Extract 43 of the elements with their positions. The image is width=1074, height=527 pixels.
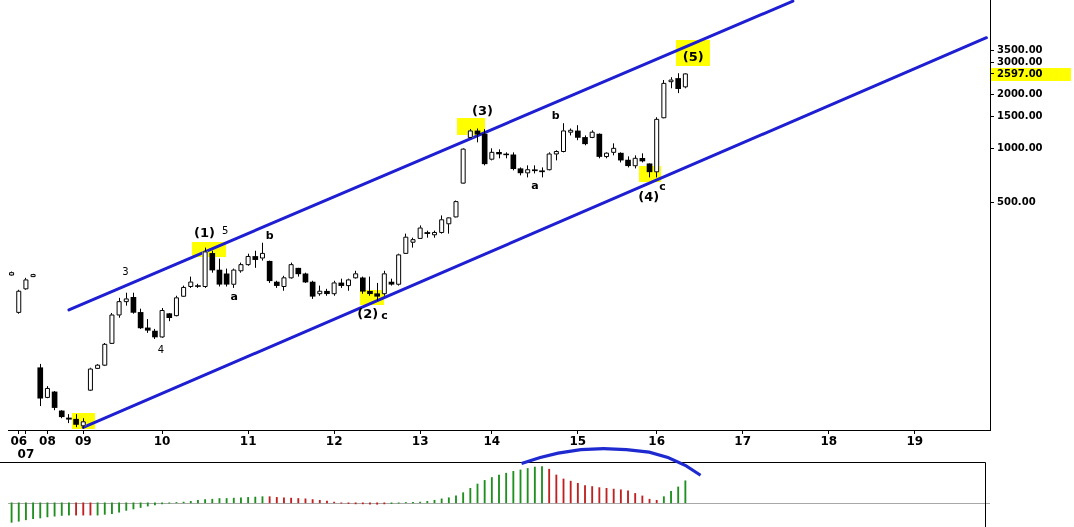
candlestick xyxy=(560,122,567,153)
candlestick xyxy=(438,214,445,235)
y-tick-label: 1500.00 xyxy=(997,110,1043,122)
x-tick-label: 15 xyxy=(569,433,587,448)
annotation: (1) xyxy=(194,225,215,241)
x-tick-label: 06 xyxy=(10,433,28,448)
annotation: b xyxy=(265,228,274,242)
y-tick-label: 1000.00 xyxy=(997,141,1043,153)
x-tick-label: 07 xyxy=(17,446,35,461)
annotation: (5) xyxy=(682,49,704,65)
candlestick xyxy=(130,292,137,315)
y-tick-label: 500.00 xyxy=(997,195,1036,207)
x-tick-label: 19 xyxy=(906,433,924,448)
x-tick-label: 09 xyxy=(74,433,92,448)
y-tick-label: 3000.00 xyxy=(997,56,1043,68)
annotation: 5 xyxy=(222,224,229,236)
candlestick xyxy=(395,253,402,287)
x-tick-label: 12 xyxy=(325,433,343,448)
x-tick-label: 17 xyxy=(734,433,752,448)
x-tick-label: 10 xyxy=(153,433,171,448)
x-tick-label: 16 xyxy=(648,433,666,448)
x-tick-label: 08 xyxy=(39,433,56,448)
annotation: 4 xyxy=(157,343,165,355)
y-tick-label: 3500.00 xyxy=(997,44,1043,56)
x-tick-label: 18 xyxy=(820,433,838,448)
candlestick xyxy=(15,289,22,315)
annotation: 3 xyxy=(122,265,129,277)
annotation: (2) xyxy=(357,306,379,322)
x-tick-label: 14 xyxy=(483,433,501,448)
annotation: (3) xyxy=(472,103,493,119)
annotation: c xyxy=(381,308,388,322)
annotation: b xyxy=(551,108,560,122)
x-tick-label: 11 xyxy=(239,433,257,448)
candlestick xyxy=(546,151,553,171)
annotation: (4) xyxy=(638,189,660,205)
candlestick xyxy=(87,367,94,392)
annotation: a xyxy=(531,178,539,192)
x-tick-label: 13 xyxy=(411,433,429,448)
y-tick-label: 2000.00 xyxy=(997,87,1043,99)
annotation: a xyxy=(230,289,238,303)
candlestick xyxy=(460,147,466,184)
y-tick-label: 2597.00 xyxy=(997,67,1043,79)
annotation: c xyxy=(659,179,666,193)
